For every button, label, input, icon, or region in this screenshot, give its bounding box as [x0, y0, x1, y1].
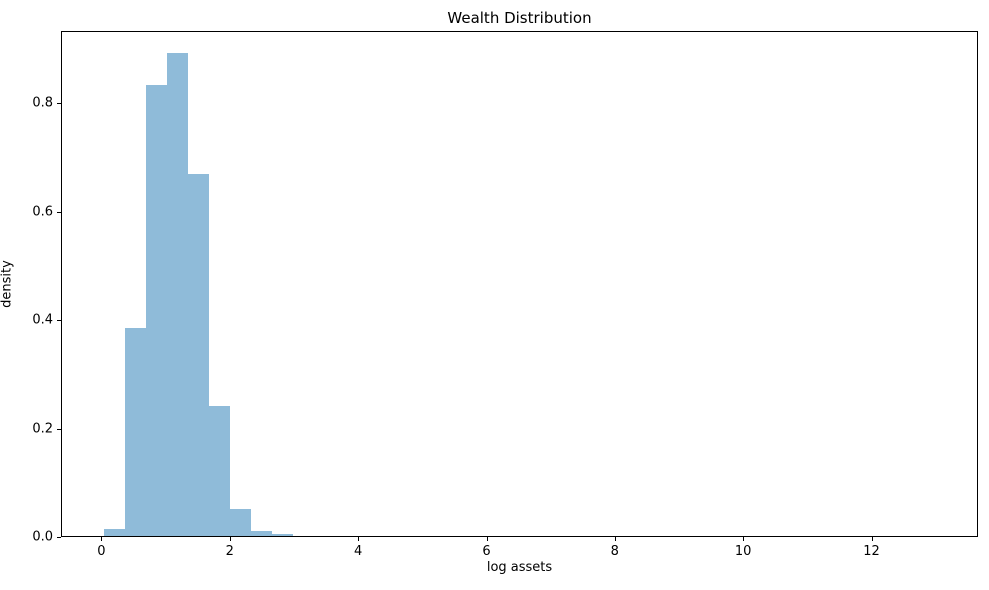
histogram-bar: [167, 53, 189, 536]
x-tick-mark: [101, 537, 103, 541]
x-tick-mark: [614, 537, 616, 541]
y-tick-mark: [57, 537, 61, 538]
y-tick-label: 0.8: [32, 95, 53, 111]
x-tick-mark: [358, 537, 360, 541]
histogram-bars-layer: [62, 32, 977, 536]
histogram-bar: [209, 406, 231, 536]
histogram-bar: [104, 528, 126, 536]
histogram-bar: [230, 508, 252, 536]
histogram-bar: [272, 533, 294, 536]
histogram-bar: [146, 85, 168, 536]
y-tick-label: 0.0: [32, 529, 53, 545]
x-tick-mark: [486, 537, 488, 541]
x-tick-mark: [743, 537, 745, 541]
y-tick-mark: [57, 320, 61, 322]
y-tick-label: 0.4: [32, 312, 53, 328]
histogram-bar: [125, 328, 147, 536]
y-tick-mark: [57, 428, 61, 430]
y-tick-label: 0.6: [32, 204, 53, 220]
chart-title: Wealth Distribution: [447, 9, 592, 27]
x-tick-label: 4: [353, 544, 363, 559]
y-tick-mark: [57, 211, 61, 213]
y-tick-mark: [57, 103, 61, 105]
y-axis-label: density: [0, 260, 15, 308]
x-tick-label: 10: [734, 544, 752, 559]
x-tick-label: 2: [225, 544, 234, 559]
plot-area: [61, 31, 978, 537]
x-tick-label: 12: [863, 544, 880, 559]
x-tick-mark: [229, 537, 231, 541]
y-tick-label: 0.2: [32, 421, 53, 436]
x-axis-label: log assets: [486, 560, 553, 575]
histogram-bar: [251, 530, 273, 536]
histogram-bar: [188, 174, 210, 536]
x-tick-label: 6: [482, 544, 491, 559]
x-tick-label: 0: [97, 544, 106, 559]
x-tick-mark: [871, 537, 873, 541]
x-tick-label: 8: [610, 544, 619, 559]
